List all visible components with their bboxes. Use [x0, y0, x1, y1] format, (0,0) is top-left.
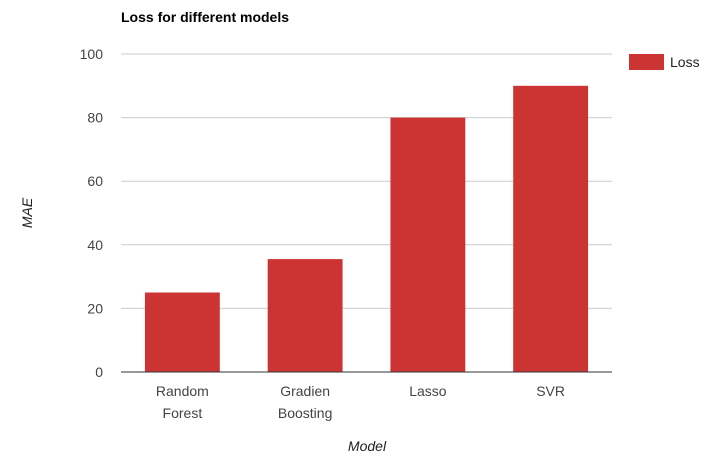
x-tick-label: Random — [156, 383, 209, 399]
y-tick-label: 60 — [87, 173, 103, 189]
legend: Loss — [629, 54, 700, 70]
x-tick-label: SVR — [536, 383, 565, 399]
bars — [144, 85, 589, 373]
bar-1 — [267, 259, 343, 372]
y-tick-label: 40 — [87, 237, 103, 253]
legend-label: Loss — [670, 54, 700, 70]
bar-2 — [390, 117, 466, 372]
x-tick-label: Lasso — [409, 383, 447, 399]
y-axis-label: MAE — [19, 197, 35, 228]
legend-swatch — [629, 54, 664, 70]
x-axis-label: Model — [348, 438, 387, 454]
x-tick-label: Boosting — [278, 405, 332, 421]
x-tick-label: Forest — [163, 405, 203, 421]
chart-title: Loss for different models — [121, 9, 289, 25]
y-tick-label: 0 — [95, 364, 103, 380]
y-tick-label: 20 — [87, 300, 103, 316]
y-tick-label: 80 — [87, 110, 103, 126]
x-tick-label: Gradien — [280, 383, 330, 399]
x-axis-ticks: Random Forest Gradien Boosting Lasso SVR — [156, 383, 565, 421]
bar-3 — [513, 85, 589, 373]
bar-0 — [144, 292, 220, 372]
y-axis-ticks: 0 20 40 60 80 100 — [80, 46, 104, 380]
y-tick-label: 100 — [80, 46, 104, 62]
